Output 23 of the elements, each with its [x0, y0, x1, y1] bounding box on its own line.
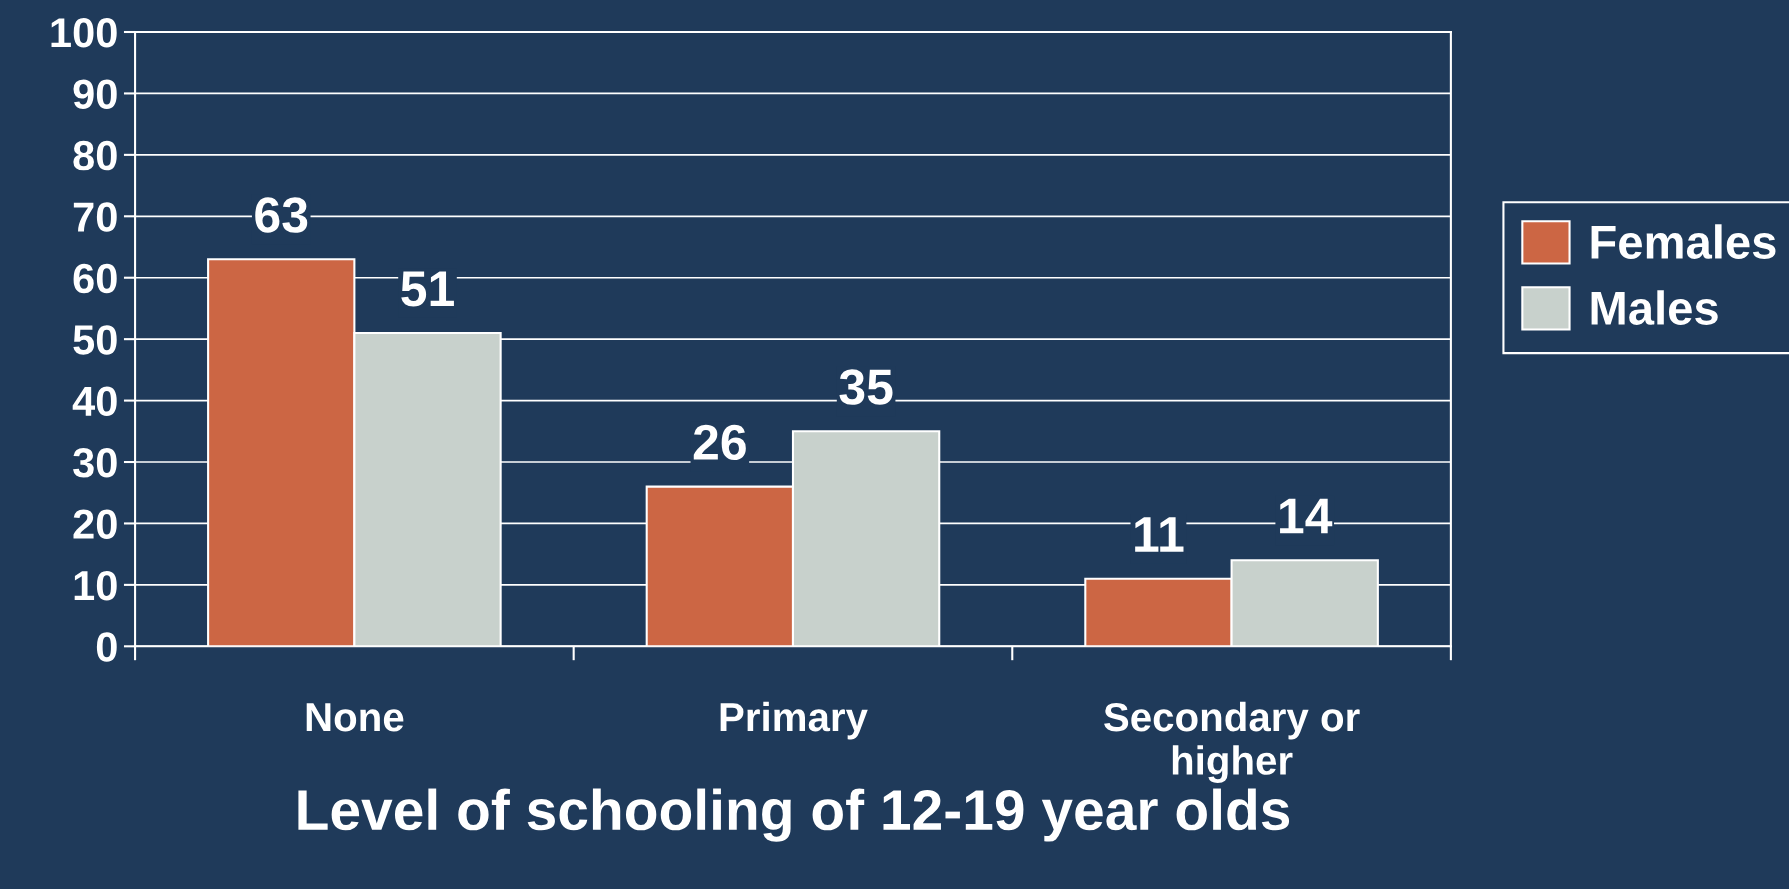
y-tick-label: 0: [96, 632, 117, 662]
data-label: 51: [401, 271, 454, 307]
y-tick-label: 80: [73, 140, 117, 171]
y-tick-label: 40: [72, 386, 117, 417]
y-tick-label: 20: [73, 509, 117, 539]
x-tick-label: Secondary or higher: [1104, 701, 1360, 783]
y-tick-label: 50: [73, 325, 117, 355]
x-tick-label: None: [306, 703, 404, 732]
x-axis-title: Level of schooling of 12-19 year olds: [298, 788, 1290, 842]
y-tick-label: 30: [73, 448, 117, 478]
y-tick-label: 10: [74, 570, 117, 601]
data-label: 11: [1135, 517, 1184, 552]
y-tick-label: 90: [73, 79, 117, 109]
data-label: 63: [255, 197, 308, 233]
data-label: 14: [1280, 498, 1333, 534]
data-label: 26: [693, 424, 746, 461]
y-tick-label: 70: [73, 202, 117, 232]
legend-label: Males: [1591, 290, 1718, 325]
legend-label: Females: [1591, 224, 1776, 259]
data-label: 35: [839, 369, 893, 405]
x-tick-label: Primary: [720, 701, 868, 740]
y-tick-label: 60: [73, 263, 117, 294]
y-tick-label: 100: [51, 18, 117, 48]
